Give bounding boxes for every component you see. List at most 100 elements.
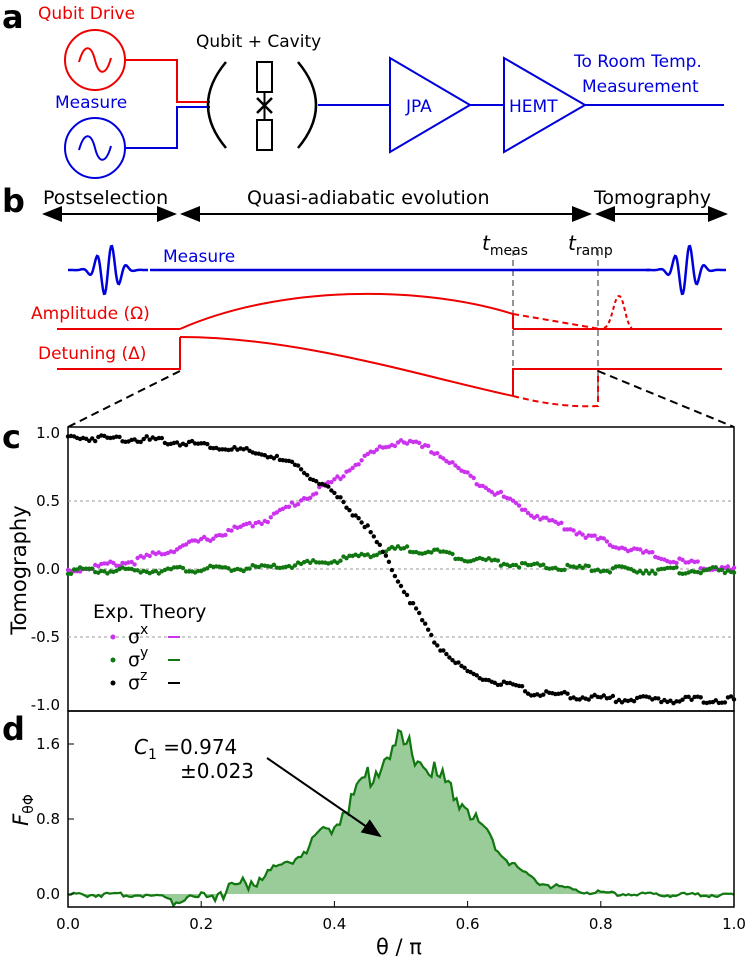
f-area-fill [68, 730, 734, 906]
panel-d-chart: 1.6 0.8 0.0 0.0 0.2 0.4 0.6 0.8 1.0 [36, 710, 746, 933]
tomography-phase-label: Tomography [593, 187, 711, 209]
point-sx [129, 559, 134, 565]
point-sy [365, 552, 370, 557]
point-sy [495, 558, 501, 563]
point-sz [398, 583, 404, 589]
detuning-line [57, 336, 722, 408]
point-sz [295, 463, 301, 468]
cavity-mirrors [206, 61, 318, 149]
point-sz [117, 434, 122, 440]
point-sz [132, 437, 137, 442]
point-sz [386, 559, 392, 564]
point-sx [132, 562, 137, 567]
point-sy [241, 568, 246, 574]
point-sx [265, 519, 270, 525]
point-sx [650, 550, 655, 555]
panel-d-ytick-label: 0.8 [36, 810, 60, 828]
series-sy [65, 544, 737, 577]
series-sx [65, 438, 737, 574]
point-sz [401, 589, 407, 595]
point-sx [453, 463, 458, 468]
point-sz [305, 472, 310, 478]
point-sy [731, 570, 737, 575]
point-sx [326, 480, 331, 485]
point-sz [586, 697, 591, 702]
point-sx [601, 536, 606, 541]
point-sx [202, 534, 207, 540]
point-sz [244, 446, 249, 451]
point-sz [159, 435, 164, 441]
point-sz [353, 513, 358, 518]
point-sz [289, 459, 295, 464]
point-sx [250, 524, 255, 529]
time-markers [512, 250, 599, 400]
point-sx [247, 520, 252, 526]
point-sz [498, 682, 504, 687]
point-sz [689, 697, 694, 702]
point-sz [389, 567, 395, 573]
point-sx [450, 460, 455, 465]
point-sx [147, 553, 152, 559]
point-sz [329, 488, 334, 493]
point-sy [653, 571, 658, 576]
amplitude-label: Amplitude (Ω) [31, 304, 150, 324]
panel-c-ytick-label: -0.5 [31, 628, 60, 646]
point-sy [601, 568, 606, 573]
point-sz [450, 658, 455, 663]
point-sz [456, 660, 461, 665]
point-sz [298, 467, 304, 472]
point-sy [404, 544, 410, 549]
point-sy [126, 566, 131, 571]
point-sz [374, 539, 379, 545]
point-sx [211, 536, 216, 541]
panel-c-chart: 1.0 0.5 0.0 -0.5 -1.0 [31, 424, 737, 714]
point-sy [525, 562, 531, 568]
point-sz [413, 606, 419, 611]
point-sz [392, 573, 398, 579]
point-sz [144, 434, 149, 439]
point-sx [223, 532, 228, 538]
point-sz [423, 621, 428, 626]
point-sx [622, 546, 628, 551]
point-sy [713, 565, 718, 570]
point-sx [516, 503, 522, 508]
point-sz [377, 542, 382, 547]
jpa-label: JPA [405, 97, 432, 117]
amplitude-line [57, 292, 722, 330]
point-sz [395, 579, 401, 584]
panel-d-ytick-label: 0.0 [36, 885, 60, 903]
point-sz [87, 438, 92, 443]
point-sx [522, 507, 528, 512]
point-sx [535, 513, 540, 519]
point-sy [647, 571, 652, 576]
point-sz [332, 490, 337, 496]
panel-d-xtick-label: 1.0 [722, 915, 746, 933]
panel-c-ytick-label: 0.0 [36, 560, 60, 578]
point-sx [680, 557, 685, 562]
point-sy [586, 563, 591, 569]
point-sx [111, 560, 116, 566]
point-sz [441, 648, 446, 653]
point-sx [695, 559, 700, 564]
point-sz [189, 438, 195, 444]
point-sx [298, 498, 304, 503]
point-sz [90, 436, 95, 441]
point-sz [522, 689, 528, 694]
point-sz [447, 655, 452, 660]
point-sz [356, 516, 361, 521]
room-temp-label-2: Measurement [582, 77, 699, 97]
point-sx [483, 485, 488, 490]
point-sz [147, 437, 152, 442]
qubit-drive-label: Qubit Drive [38, 4, 135, 24]
point-sx [365, 451, 370, 457]
point-sx [341, 474, 346, 479]
point-sz [668, 698, 673, 703]
panel-c-ytick-label: 1.0 [36, 424, 60, 442]
point-sz [301, 470, 307, 476]
point-sz [383, 553, 389, 558]
point-sz [429, 632, 434, 638]
point-sy [698, 570, 703, 576]
f-line [68, 728, 735, 908]
jpa-amplifier [389, 56, 472, 154]
